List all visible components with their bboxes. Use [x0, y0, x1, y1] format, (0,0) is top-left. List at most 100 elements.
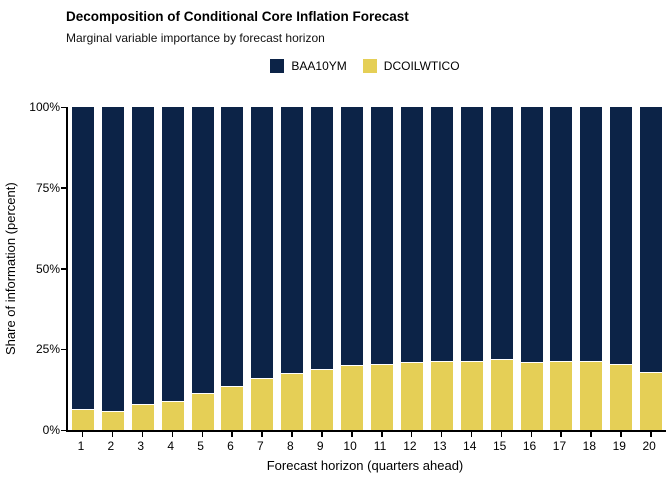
- segment-dcoilwtico-16: [520, 362, 543, 430]
- y-axis-tick: [61, 187, 66, 189]
- x-axis-tick: [321, 432, 323, 437]
- x-tick-label-14: 14: [463, 439, 477, 453]
- y-tick-label-50: 50%: [35, 261, 60, 276]
- y-axis-tick: [61, 348, 66, 351]
- x-axis-tick: [291, 432, 293, 437]
- bar-slot-12: [397, 107, 427, 437]
- x-tick-label-5: 5: [197, 439, 204, 453]
- bar-slot-5: [188, 107, 218, 437]
- segment-dcoilwtico-8: [281, 373, 304, 430]
- x-axis-tick: [351, 432, 353, 437]
- segment-baa10ym-1: [71, 107, 94, 409]
- y-axis-tick: [61, 268, 66, 270]
- bar-horizon-3: [131, 107, 154, 430]
- bar-slot-6: [218, 107, 248, 437]
- segment-dcoilwtico-4: [161, 400, 184, 430]
- segment-dcoilwtico-13: [430, 360, 453, 430]
- segment-dcoilwtico-14: [460, 360, 483, 430]
- chart-title: Decomposition of Conditional Core Inflat…: [66, 9, 409, 24]
- bar-horizon-5: [191, 107, 214, 430]
- segment-baa10ym-17: [550, 107, 573, 361]
- legend-swatch-baa10ym-icon: [270, 59, 285, 73]
- bar-horizon-18: [580, 107, 603, 430]
- bar-slot-2: [98, 107, 128, 437]
- x-tick-label-18: 18: [582, 439, 597, 453]
- segment-dcoilwtico-20: [640, 371, 663, 430]
- bar-horizon-11: [371, 107, 394, 430]
- bar-horizon-12: [400, 107, 423, 430]
- segment-baa10ym-8: [281, 107, 304, 374]
- x-tick-label-8: 8: [286, 439, 294, 453]
- x-tick-label-12: 12: [403, 439, 417, 453]
- x-tick-label-3: 3: [137, 439, 145, 453]
- bar-horizon-19: [610, 107, 633, 430]
- bar-slot-11: [367, 107, 397, 437]
- bar-slot-4: [158, 107, 188, 437]
- x-tick-label-9: 9: [316, 439, 324, 453]
- x-tick-label-15: 15: [492, 439, 507, 453]
- segment-dcoilwtico-18: [580, 360, 603, 430]
- segment-baa10ym-10: [341, 107, 364, 366]
- legend-item-dcoilwtico: DCOILWTICO: [362, 59, 460, 73]
- x-tick-label-6: 6: [227, 439, 234, 453]
- bar-slot-19: [606, 107, 636, 437]
- bar-slot-16: [517, 107, 547, 437]
- bar-slot-14: [457, 107, 487, 437]
- bar-slot-15: [487, 107, 517, 437]
- x-axis-tick: [620, 432, 622, 437]
- x-tick-label-16: 16: [522, 439, 537, 453]
- bar-slot-18: [576, 107, 606, 437]
- bar-slot-20: [636, 107, 666, 437]
- segment-dcoilwtico-17: [550, 360, 573, 430]
- segment-baa10ym-13: [430, 107, 453, 361]
- x-tick-label-4: 4: [167, 439, 175, 453]
- bar-slot-8: [277, 107, 307, 437]
- bar-slot-13: [427, 107, 457, 437]
- legend-label-dcoilwtico: DCOILWTICO: [383, 59, 460, 73]
- x-axis-tick-labels: 1 2 3 4 5 6 7 8 9 10 11 12 13 14 15 16 17 18 19 20: [66, 439, 664, 453]
- y-tick-label-100: 100%: [29, 100, 60, 114]
- bars: [68, 107, 666, 437]
- y-axis-tick: [61, 429, 66, 431]
- plot-area: 0% 25% 50% 75% 100%: [29, 100, 666, 437]
- x-tick-label-13: 13: [433, 439, 447, 453]
- segment-dcoilwtico-12: [400, 362, 423, 430]
- segment-baa10ym-7: [251, 107, 274, 379]
- y-tick-label-0: 0%: [42, 423, 60, 437]
- x-axis-tick: [470, 432, 473, 437]
- segment-baa10ym-3: [131, 107, 154, 405]
- x-axis-tick: [171, 432, 174, 437]
- x-tick-label-19: 19: [612, 439, 626, 453]
- bar-horizon-9: [311, 107, 334, 430]
- bar-horizon-17: [550, 107, 573, 430]
- segment-dcoilwtico-5: [191, 392, 214, 430]
- x-axis-tick: [81, 432, 84, 437]
- x-tick-label-2: 2: [107, 439, 115, 453]
- bar-horizon-7: [251, 107, 274, 430]
- segment-baa10ym-2: [101, 107, 124, 411]
- x-tick-label-1: 1: [77, 439, 85, 453]
- segment-baa10ym-9: [311, 107, 334, 369]
- x-tick-label-10: 10: [343, 439, 357, 453]
- x-axis-tick: [201, 432, 204, 437]
- bar-horizon-4: [161, 107, 184, 430]
- x-tick-label-7: 7: [257, 439, 264, 453]
- bar-slot-17: [547, 107, 577, 437]
- bar-slot-3: [128, 107, 158, 437]
- segment-dcoilwtico-6: [221, 386, 244, 430]
- y-tick-label-25: 25%: [35, 342, 60, 357]
- x-axis-tick: [141, 432, 144, 437]
- x-tick-label-20: 20: [642, 439, 656, 453]
- y-axis-title: Share of information (percent): [3, 182, 18, 355]
- bar-horizon-14: [460, 107, 483, 430]
- segment-baa10ym-4: [161, 107, 184, 401]
- segment-baa10ym-12: [400, 107, 423, 363]
- bar-horizon-16: [520, 107, 543, 430]
- bar-slot-10: [337, 107, 367, 437]
- x-axis-tick: [381, 432, 383, 437]
- segment-dcoilwtico-19: [610, 363, 633, 430]
- x-tick-label-17: 17: [552, 439, 567, 453]
- x-axis-tick: [560, 432, 562, 437]
- legend: BAA10YM DCOILWTICO: [66, 59, 664, 73]
- segment-baa10ym-14: [460, 107, 483, 361]
